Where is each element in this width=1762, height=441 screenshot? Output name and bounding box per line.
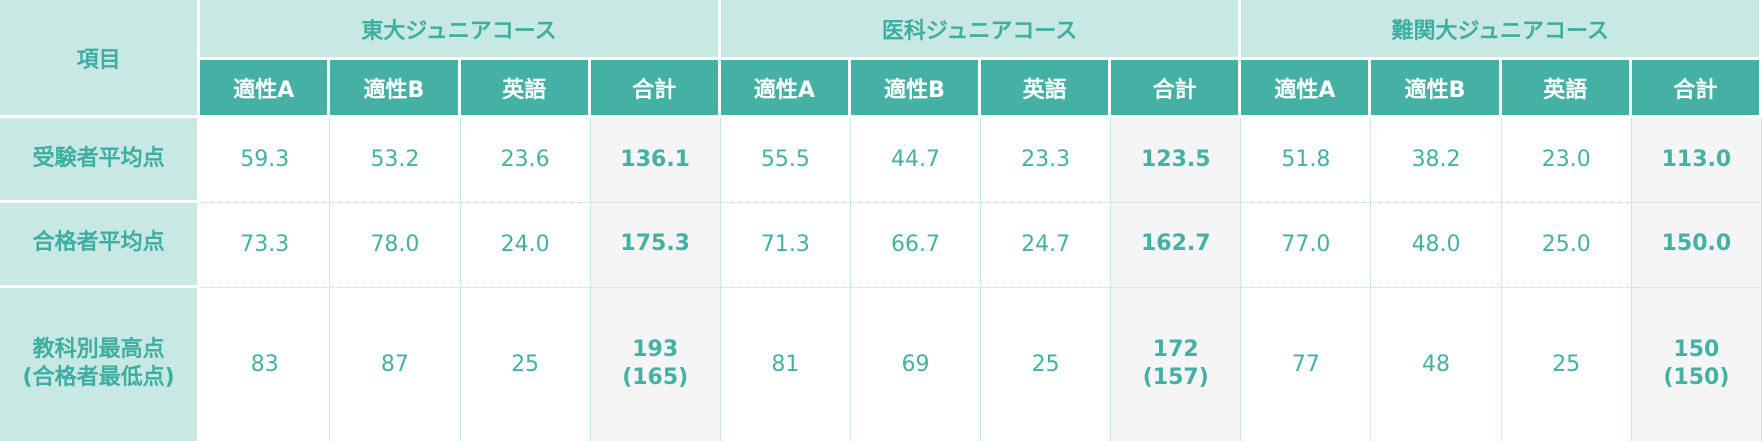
total-line: 150.0 xyxy=(1661,231,1732,257)
subject-header: 適性A xyxy=(200,60,331,118)
score-cell: 44.7 xyxy=(850,118,982,203)
score-cell: 48 xyxy=(1371,287,1502,441)
row-label: 教科別最高点 (合格者最低点) xyxy=(0,287,201,441)
total-cell: 136.1 xyxy=(590,118,721,203)
total-cell: 193 (165) xyxy=(590,287,721,441)
score-cell: 48.0 xyxy=(1371,202,1502,288)
score-cell: 59.3 xyxy=(200,118,331,203)
score-cell: 77.0 xyxy=(1241,202,1372,288)
row-label: 受験者平均点 xyxy=(0,118,201,203)
total-line: (165) xyxy=(622,365,689,391)
row-label-line: (合格者最低点) xyxy=(22,365,175,391)
course-header-nankan: 難関大ジュニアコース xyxy=(1241,0,1762,60)
score-cell: 71.3 xyxy=(720,202,851,288)
score-cell: 24.7 xyxy=(981,202,1112,288)
subject-header: 合計 xyxy=(1111,60,1242,118)
total-line: 150 xyxy=(1673,336,1720,362)
item-header: 項目 xyxy=(0,0,201,118)
total-cell: 172 (157) xyxy=(1111,287,1242,441)
score-cell: 23.3 xyxy=(981,118,1112,203)
total-line: 175.3 xyxy=(620,231,690,257)
score-cell: 23.0 xyxy=(1501,118,1632,203)
score-cell: 83 xyxy=(200,287,331,441)
score-cell: 38.2 xyxy=(1371,118,1502,203)
score-cell: 25 xyxy=(981,287,1112,441)
table-row: 合格者平均点 73.3 78.0 24.0 175.3 71.3 66.7 24.7 162.7… xyxy=(0,202,1762,288)
score-cell: 51.8 xyxy=(1241,118,1372,203)
subject-header: 英語 xyxy=(1501,60,1632,118)
subject-header: 英語 xyxy=(460,60,591,118)
table-body: 受験者平均点 59.3 53.2 23.6 136.1 55.5 44.7 23.3 123.5… xyxy=(0,118,1762,441)
score-cell: 23.6 xyxy=(460,118,591,203)
score-cell: 78.0 xyxy=(330,202,461,288)
total-cell: 113.0 xyxy=(1631,118,1762,203)
score-cell: 69 xyxy=(850,287,982,441)
total-line: (157) xyxy=(1142,365,1209,391)
row-label-line: 教科別最高点 xyxy=(32,336,165,362)
subject-header: 合計 xyxy=(1631,60,1762,118)
score-cell: 25 xyxy=(1501,287,1632,441)
score-cell: 66.7 xyxy=(850,202,982,288)
score-cell: 25 xyxy=(460,287,591,441)
subject-header: 適性B xyxy=(850,60,982,118)
total-line: 172 xyxy=(1152,336,1199,362)
score-cell: 87 xyxy=(330,287,461,441)
row-label-line: 受験者平均点 xyxy=(32,145,165,171)
score-cell: 73.3 xyxy=(200,202,331,288)
table-row: 受験者平均点 59.3 53.2 23.6 136.1 55.5 44.7 23.3 123.5… xyxy=(0,118,1762,203)
total-cell: 175.3 xyxy=(590,202,721,288)
course-header-ika: 医科ジュニアコース xyxy=(720,0,1242,60)
total-line: 136.1 xyxy=(620,146,690,172)
total-cell: 162.7 xyxy=(1111,202,1242,288)
subject-header: 合計 xyxy=(590,60,721,118)
score-cell: 25.0 xyxy=(1501,202,1632,288)
subject-header: 適性A xyxy=(1241,60,1372,118)
subject-header: 適性B xyxy=(330,60,461,118)
score-cell: 53.2 xyxy=(330,118,461,203)
total-cell: 150 (150) xyxy=(1631,287,1762,441)
course-header-todai: 東大ジュニアコース xyxy=(200,0,721,60)
score-cell: 24.0 xyxy=(460,202,591,288)
score-cell: 81 xyxy=(720,287,851,441)
subject-header: 適性A xyxy=(720,60,851,118)
total-cell: 123.5 xyxy=(1111,118,1242,203)
row-label-line: 合格者平均点 xyxy=(32,230,165,256)
total-line: 123.5 xyxy=(1140,146,1211,172)
total-line: 162.7 xyxy=(1140,231,1211,257)
row-label: 合格者平均点 xyxy=(0,202,201,288)
score-cell: 77 xyxy=(1241,287,1372,441)
total-line: (150) xyxy=(1663,365,1730,391)
subject-header: 英語 xyxy=(981,60,1112,118)
score-cell: 55.5 xyxy=(720,118,851,203)
subject-header: 適性B xyxy=(1371,60,1502,118)
table-row: 教科別最高点 (合格者最低点) 83 87 25 193 (165) 81 69 25 172 (15… xyxy=(0,287,1762,441)
total-line: 113.0 xyxy=(1661,146,1732,172)
total-cell: 150.0 xyxy=(1631,202,1762,288)
total-line: 193 xyxy=(632,336,679,362)
